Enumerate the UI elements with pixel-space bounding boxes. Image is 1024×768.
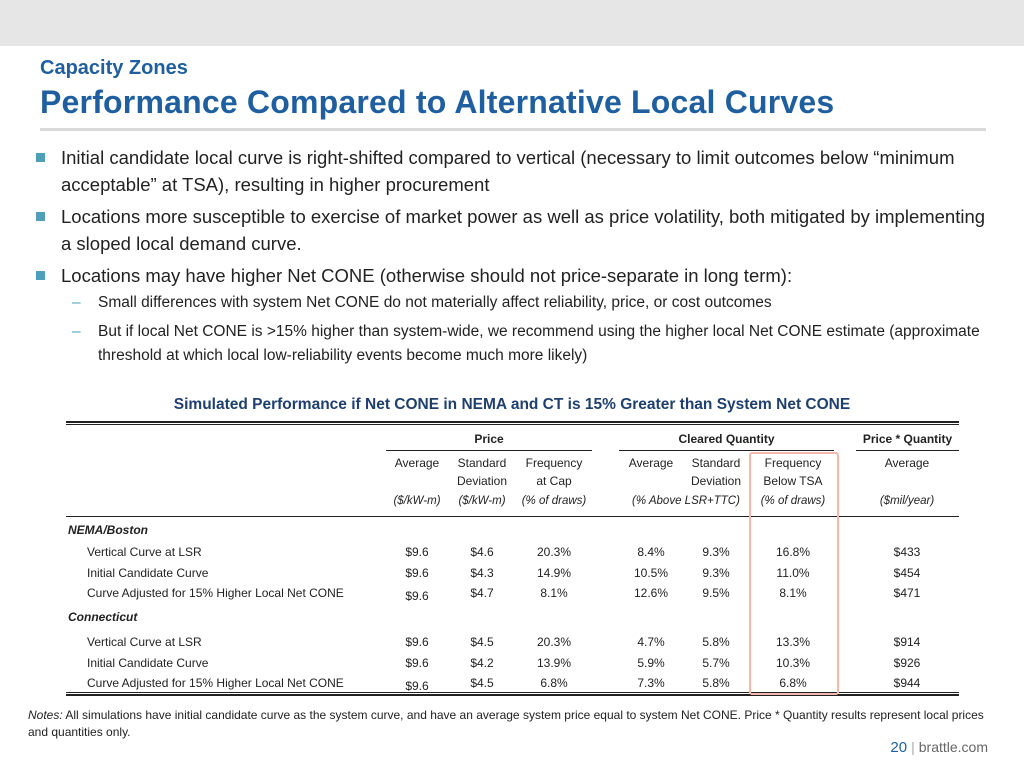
column-header: Standard Deviation <box>456 456 508 488</box>
table-cell: 8.4% <box>637 545 665 559</box>
unit-label: ($/kW-m) <box>458 495 506 507</box>
performance-table: Price Cleared Quantity Price * Quantity … <box>66 421 959 696</box>
group-header-price-quantity: Price * Quantity <box>862 432 953 446</box>
dash-bullet-icon: – <box>72 323 81 340</box>
notes: Notes: All simulations have initial cand… <box>28 708 984 739</box>
table-cell: $4.6 <box>470 545 494 559</box>
top-banner <box>0 0 1024 46</box>
table-bottom-rule <box>66 692 959 693</box>
table-cell: $4.7 <box>470 586 494 600</box>
group-underline <box>386 450 592 451</box>
table-cell: 13.9% <box>536 656 572 670</box>
highlight-box <box>749 452 839 695</box>
column-header: Frequency at Cap <box>525 456 583 488</box>
bullet-item: Locations may have higher Net CONE (othe… <box>36 262 986 289</box>
table-cell: 5.8% <box>702 635 730 649</box>
slide-title: Performance Compared to Alternative Loca… <box>40 84 835 120</box>
row-label: Curve Adjusted for 15% Higher Local Net … <box>87 586 344 600</box>
table-cell: 16.8% <box>775 545 811 559</box>
footer: 20 | brattle.com <box>890 739 988 756</box>
table-cell: 8.1% <box>540 586 568 600</box>
table-cell: $926 <box>893 656 921 670</box>
table-cell: 20.3% <box>536 545 572 559</box>
table-caption: Simulated Performance if Net CONE in NEM… <box>173 396 851 413</box>
table-cell: 7.3% <box>637 676 665 690</box>
table-cell: $944 <box>893 676 921 690</box>
row-label: Vertical Curve at LSR <box>87 545 202 559</box>
table-cell: 5.7% <box>702 656 730 670</box>
table-cell: $9.6 <box>405 589 429 603</box>
square-bullet-icon <box>36 271 45 280</box>
table-cell: $914 <box>893 635 921 649</box>
table-top-rule <box>66 424 959 425</box>
table-cell: $9.6 <box>405 566 429 580</box>
sub-bullet-item: – Small differences with system Net CONE … <box>36 291 986 315</box>
table-cell: 5.9% <box>637 656 665 670</box>
square-bullet-icon <box>36 153 45 162</box>
group-underline <box>619 450 834 451</box>
table-cell: 6.8% <box>540 676 568 690</box>
group-underline <box>856 450 959 451</box>
table-cell: $9.6 <box>405 545 429 559</box>
dash-bullet-icon: – <box>72 294 81 311</box>
unit-label: (% of draws) <box>521 495 587 507</box>
table-cell: 9.3% <box>702 545 730 559</box>
section-header: Connecticut <box>68 610 138 624</box>
bullet-item: Locations more susceptible to exercise o… <box>36 203 986 257</box>
slide-subtitle: Capacity Zones <box>40 57 188 79</box>
table-cell: 10.3% <box>775 656 811 670</box>
column-header: Average <box>628 456 674 470</box>
bullet-item: Initial candidate local curve is right-s… <box>36 144 986 198</box>
column-header: Average <box>394 456 440 470</box>
footer-separator: | <box>911 739 915 755</box>
table-cell: 12.6% <box>633 586 669 600</box>
table-cell: 4.7% <box>637 635 665 649</box>
unit-label: ($/kW-m) <box>393 495 441 507</box>
table-cell: $433 <box>893 545 921 559</box>
row-label: Initial Candidate Curve <box>87 656 209 670</box>
table-cell: 9.3% <box>702 566 730 580</box>
sub-bullet-item: – But if local Net CONE is >15% higher th… <box>36 320 986 368</box>
page-number: 20 <box>890 739 908 756</box>
table-bottom-rule <box>66 694 959 696</box>
table-cell: $9.6 <box>405 656 429 670</box>
column-header: Frequency Below TSA <box>763 456 823 488</box>
table-cell: 14.9% <box>536 566 572 580</box>
row-label: Initial Candidate Curve <box>87 566 209 580</box>
footer-site[interactable]: brattle.com <box>918 739 988 755</box>
row-label: Curve Adjusted for 15% Higher Local Net … <box>87 676 344 690</box>
table-cell: $4.5 <box>470 635 494 649</box>
table-cell: 6.8% <box>779 676 807 690</box>
table-top-rule <box>66 421 959 423</box>
table-cell: $4.2 <box>470 656 494 670</box>
table-cell: 13.3% <box>775 635 811 649</box>
table-cell: 9.5% <box>702 586 730 600</box>
section-header: NEMA/Boston <box>68 523 148 537</box>
table-cell: $9.6 <box>405 679 429 693</box>
unit-label: ($mil/year) <box>879 495 935 507</box>
row-label: Vertical Curve at LSR <box>87 635 202 649</box>
table-cell: $4.5 <box>470 676 494 690</box>
table-cell: 20.3% <box>536 635 572 649</box>
title-divider <box>40 128 986 131</box>
table-cell: 8.1% <box>779 586 807 600</box>
table-cell: 11.0% <box>776 566 810 580</box>
table-cell: $9.6 <box>405 635 429 649</box>
group-header-price: Price <box>474 432 504 446</box>
header-rule <box>66 516 959 517</box>
table-cell: 10.5% <box>633 566 669 580</box>
unit-label: (% Above LSR+TTC) <box>632 495 740 507</box>
table-cell: $471 <box>893 586 921 600</box>
column-header: Standard Deviation <box>690 456 742 488</box>
table-cell: $454 <box>893 566 921 580</box>
column-header: Average <box>884 456 930 470</box>
table-cell: 5.8% <box>702 676 730 690</box>
table-cell: $4.3 <box>470 566 494 580</box>
unit-label: (% of draws) <box>760 495 826 507</box>
bullet-list: Initial candidate local curve is right-s… <box>36 144 986 368</box>
group-header-cleared-quantity: Cleared Quantity <box>678 432 775 446</box>
square-bullet-icon <box>36 212 45 221</box>
